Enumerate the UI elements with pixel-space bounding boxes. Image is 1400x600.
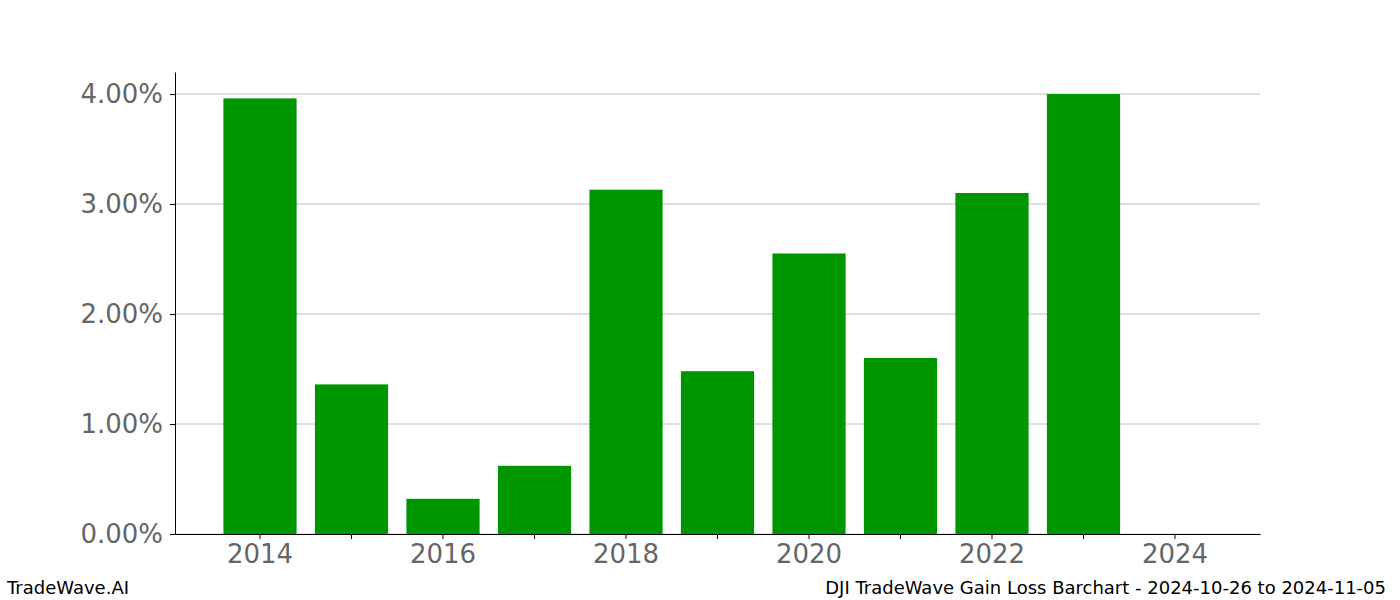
- x-tick: 2024: [1142, 534, 1208, 569]
- y-tick-mark: [170, 204, 175, 205]
- x-tick-mark: [1174, 534, 1175, 539]
- x-tick-label: 2024: [1142, 539, 1208, 569]
- footer-left: TradeWave.AI: [6, 577, 129, 598]
- x-tick-mark: [626, 534, 627, 539]
- x-tick-mark: [443, 534, 444, 539]
- y-tick-label: 4.00%: [80, 79, 163, 109]
- chart: 0.00% 1.00% 2.00% 3.00% 4.00% 2014 2016 2018 202…: [0, 0, 1400, 600]
- bar: [864, 358, 937, 534]
- x-tick-mark: [717, 534, 718, 539]
- x-tick: 2020: [776, 534, 842, 569]
- y-axis-line: [175, 73, 176, 535]
- y-tick-mark: [170, 314, 175, 315]
- y-tick-mark: [170, 424, 175, 425]
- y-tick: 2.00%: [80, 299, 175, 329]
- x-tick-mark: [351, 534, 352, 539]
- y-tick-mark: [170, 94, 175, 95]
- x-tick: 2014: [227, 534, 293, 569]
- x-tick-label: 2018: [593, 539, 659, 569]
- bar: [406, 499, 479, 534]
- x-tick-mark: [900, 534, 901, 539]
- bar: [772, 254, 845, 535]
- y-axis: 0.00% 1.00% 2.00% 3.00% 4.00%: [80, 73, 175, 549]
- x-tick-label: 2014: [227, 539, 293, 569]
- y-tick-label: 0.00%: [80, 519, 163, 549]
- y-tick: 3.00%: [80, 189, 175, 219]
- x-tick-mark: [991, 534, 992, 539]
- y-tick-label: 3.00%: [80, 189, 163, 219]
- x-tick: [717, 534, 718, 539]
- x-tick-mark: [808, 534, 809, 539]
- grid: [175, 94, 1260, 534]
- x-tick: [351, 534, 352, 539]
- x-tick-mark: [534, 534, 535, 539]
- y-tick: 0.00%: [80, 519, 175, 549]
- x-tick: 2016: [410, 534, 476, 569]
- x-tick-label: 2020: [776, 539, 842, 569]
- x-tick-label: 2016: [410, 539, 476, 569]
- bar: [589, 190, 662, 534]
- bar: [498, 466, 571, 534]
- x-tick-label: 2022: [959, 539, 1025, 569]
- x-tick-mark: [260, 534, 261, 539]
- x-tick: 2022: [959, 534, 1025, 569]
- x-tick-mark: [1083, 534, 1084, 539]
- y-tick-mark: [170, 534, 175, 535]
- footer-right: DJI TradeWave Gain Loss Barchart - 2024-…: [825, 577, 1386, 598]
- y-tick-label: 1.00%: [80, 409, 163, 439]
- bar: [223, 98, 296, 534]
- x-tick: 2018: [593, 534, 659, 569]
- x-tick: [900, 534, 901, 539]
- bar: [315, 384, 388, 534]
- x-axis: 2014 2016 2018 2020 2022 2024: [176, 534, 1261, 569]
- bar: [1047, 94, 1120, 534]
- bar: [955, 193, 1028, 534]
- bars: [223, 94, 1120, 534]
- x-tick: [534, 534, 535, 539]
- y-tick-label: 2.00%: [80, 299, 163, 329]
- x-tick: [1083, 534, 1084, 539]
- y-tick: 4.00%: [80, 79, 175, 109]
- bar: [681, 371, 754, 534]
- y-tick: 1.00%: [80, 409, 175, 439]
